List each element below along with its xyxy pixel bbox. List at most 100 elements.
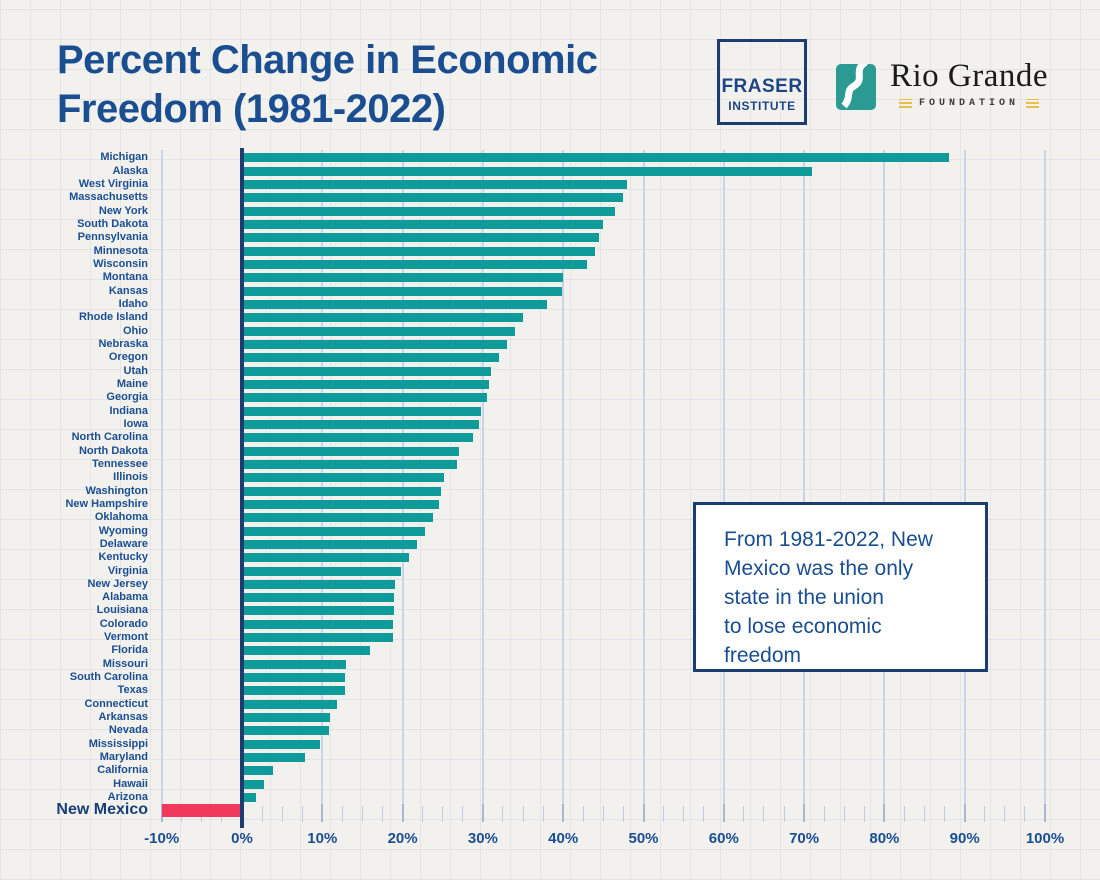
bar-vermont xyxy=(242,633,393,643)
x-tick-label: 30% xyxy=(467,830,498,847)
bar-nevada xyxy=(242,726,329,736)
gridline-20 xyxy=(401,150,404,822)
axis-tick xyxy=(924,806,926,822)
state-label: New York xyxy=(98,204,148,217)
bar-kentucky xyxy=(242,553,410,563)
axis-tick xyxy=(382,806,384,822)
bar-massachusetts xyxy=(242,193,624,203)
gridline--10 xyxy=(160,150,163,822)
rio-grande-name: Rio Grande xyxy=(890,58,1049,94)
gridline-60 xyxy=(722,150,725,822)
state-label: Louisiana xyxy=(96,604,148,617)
axis-tick xyxy=(763,806,765,822)
state-label: Michigan xyxy=(100,151,148,164)
bar-louisiana xyxy=(242,606,394,616)
zero-axis-line xyxy=(240,148,244,828)
bar-arkansas xyxy=(242,713,330,723)
bar-rhode-island xyxy=(242,313,524,323)
bar-new-jersey xyxy=(242,579,395,589)
axis-tick xyxy=(301,806,303,822)
state-label: South Carolina xyxy=(69,671,148,684)
state-label: Connecticut xyxy=(84,697,148,710)
state-label: North Dakota xyxy=(78,444,148,457)
rio-grande-subtitle-row: FOUNDATION xyxy=(890,98,1048,109)
state-label: Nebraska xyxy=(98,337,148,350)
rio-grande-subtitle: FOUNDATION xyxy=(919,98,1020,109)
state-label: Utah xyxy=(123,364,148,377)
bar-tennessee xyxy=(242,459,458,469)
axis-tick xyxy=(562,804,565,822)
x-tick-label: 20% xyxy=(387,830,418,847)
gridline-100 xyxy=(1044,150,1046,822)
bar-north-dakota xyxy=(242,446,459,456)
x-tick-label: 60% xyxy=(708,830,739,847)
bar-maine xyxy=(242,379,490,389)
bar-florida xyxy=(242,646,370,656)
bar-virginia xyxy=(242,566,401,576)
gridline-40 xyxy=(562,150,565,822)
state-label: New Jersey xyxy=(87,577,148,590)
annotation-box: From 1981-2022, New Mexico was the only … xyxy=(693,502,988,672)
state-label: Kansas xyxy=(108,284,148,297)
bar-maryland xyxy=(242,753,305,763)
x-tick-label: 70% xyxy=(789,830,820,847)
rio-grande-foundation-logo: Rio Grande FOUNDATION xyxy=(836,58,1048,110)
bar-montana xyxy=(242,273,564,283)
axis-tick xyxy=(481,804,484,822)
state-label: Idaho xyxy=(118,297,148,310)
state-label: Alabama xyxy=(102,591,148,604)
state-label: Alaska xyxy=(112,164,148,177)
bar-illinois xyxy=(242,473,445,483)
axis-tick xyxy=(401,804,404,822)
gridline-30 xyxy=(481,150,484,822)
bar-south-dakota xyxy=(242,219,604,229)
bar-iowa xyxy=(242,419,479,429)
axis-tick xyxy=(542,806,544,822)
bar-oklahoma xyxy=(242,513,434,523)
state-label: Nevada xyxy=(108,724,148,737)
x-tick-label: 90% xyxy=(949,830,980,847)
bar-alaska xyxy=(242,166,813,176)
state-label: Montana xyxy=(102,271,148,284)
axis-tick xyxy=(622,806,624,822)
axis-tick xyxy=(582,806,584,822)
x-tick-label: 0% xyxy=(231,830,253,847)
axis-tick xyxy=(321,804,324,822)
rio-grande-river-icon xyxy=(836,64,876,110)
state-label: South Dakota xyxy=(77,217,148,230)
bar-georgia xyxy=(242,393,487,403)
state-label: Massachusetts xyxy=(69,191,148,204)
x-tick-label: 100% xyxy=(1025,830,1065,847)
state-label: Kentucky xyxy=(98,551,148,564)
bar-colorado xyxy=(242,619,393,629)
bar-oregon xyxy=(242,353,499,363)
axis-tick xyxy=(803,804,806,822)
state-label: Oregon xyxy=(108,351,148,364)
axis-tick xyxy=(642,804,645,822)
axis-tick xyxy=(944,806,946,822)
x-tick-label: -10% xyxy=(144,830,180,847)
bar-texas xyxy=(242,686,345,696)
state-label: New Hampshire xyxy=(65,497,148,510)
x-tick-label: 80% xyxy=(869,830,900,847)
axis-tick xyxy=(1024,806,1026,822)
axis-tick xyxy=(663,806,665,822)
axis-tick xyxy=(984,806,986,822)
bar-california xyxy=(242,766,273,776)
state-label: Missouri xyxy=(102,657,148,670)
bar-utah xyxy=(242,366,491,376)
state-label: Florida xyxy=(111,644,148,657)
axis-tick xyxy=(963,804,966,822)
bar-wyoming xyxy=(242,526,426,536)
state-label: Maryland xyxy=(99,751,148,764)
bar-new-york xyxy=(242,206,616,216)
gridline-90 xyxy=(963,150,966,822)
x-tick-label: 10% xyxy=(307,830,338,847)
state-label: Wyoming xyxy=(98,524,148,537)
axis-tick xyxy=(602,806,604,822)
state-label: Wisconsin xyxy=(93,257,148,270)
state-label: Georgia xyxy=(106,391,148,404)
axis-tick xyxy=(743,806,745,822)
axis-tick xyxy=(883,804,886,822)
